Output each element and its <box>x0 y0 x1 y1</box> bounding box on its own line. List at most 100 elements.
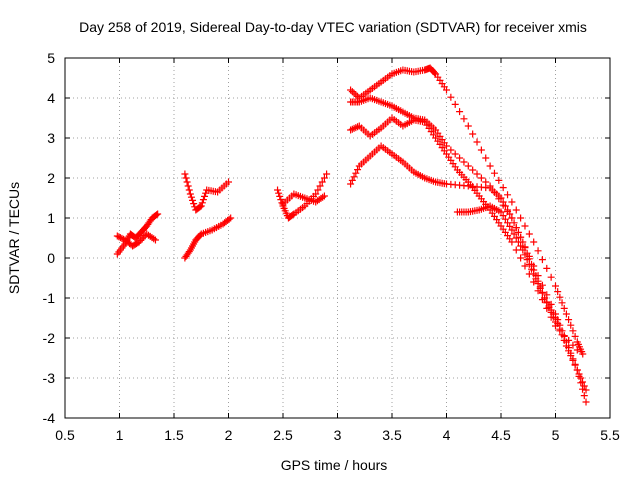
data-point <box>558 331 566 339</box>
data-point <box>320 192 328 200</box>
data-point <box>579 378 587 386</box>
data-point <box>154 210 162 218</box>
data-point <box>504 206 512 214</box>
data-point <box>521 262 529 270</box>
data-point <box>510 219 518 227</box>
data-point <box>431 69 439 77</box>
x-tick-label: 1.5 <box>164 427 184 443</box>
data-point <box>552 318 559 326</box>
data-point <box>510 230 518 238</box>
data-point <box>501 202 509 210</box>
data-point <box>499 184 507 192</box>
data-point <box>181 170 189 178</box>
x-tick-label: 3.5 <box>382 427 402 443</box>
data-point <box>198 199 206 207</box>
series-arc-2b <box>181 214 235 262</box>
data-point <box>318 178 326 186</box>
data-point <box>565 347 573 355</box>
data-point <box>573 366 581 374</box>
data-point <box>477 146 485 154</box>
data-point <box>532 275 540 283</box>
data-point <box>525 260 533 268</box>
data-point <box>225 178 232 186</box>
data-point <box>562 310 570 318</box>
data-point <box>514 238 522 246</box>
data-point <box>460 115 468 123</box>
data-point <box>547 308 555 316</box>
data-point <box>547 273 555 281</box>
data-point <box>348 176 356 184</box>
data-point <box>187 193 195 201</box>
data-point <box>447 146 455 154</box>
data-point <box>534 247 542 255</box>
data-point <box>473 170 481 178</box>
data-point <box>451 150 459 158</box>
data-point <box>525 230 533 238</box>
data-point <box>277 196 285 204</box>
data-point <box>565 316 573 324</box>
data-point <box>274 186 282 194</box>
data-point <box>199 196 207 204</box>
y-tick-label: -1 <box>43 290 56 306</box>
data-point <box>519 246 527 254</box>
data-point <box>469 130 477 138</box>
data-point <box>447 93 455 101</box>
data-point <box>538 289 546 297</box>
data-point <box>183 178 191 186</box>
data-point <box>523 256 531 264</box>
data-point <box>443 86 450 94</box>
data-point <box>567 352 575 360</box>
x-tick-label: 2 <box>225 427 233 443</box>
data-point <box>456 108 464 116</box>
x-axis-label: GPS time / hours <box>281 457 388 473</box>
data-point <box>185 248 193 256</box>
data-point <box>554 288 562 296</box>
data-point <box>350 173 358 181</box>
data-point <box>508 214 516 222</box>
data-point <box>543 299 551 307</box>
x-tick-label: 2.5 <box>273 427 293 443</box>
data-point <box>278 199 286 207</box>
data-point <box>182 174 190 182</box>
data-point <box>135 238 143 246</box>
data-point <box>225 215 233 223</box>
series-arc-3b <box>279 190 328 208</box>
y-tick-label: 5 <box>47 50 55 66</box>
data-point <box>443 142 450 150</box>
data-point <box>571 332 579 340</box>
data-point <box>490 169 498 177</box>
data-point <box>276 192 284 200</box>
data-point <box>153 211 161 219</box>
data-point <box>504 219 512 227</box>
data-point <box>495 176 503 184</box>
x-tick-label: 3 <box>334 427 342 443</box>
series-arc-1a <box>113 210 162 258</box>
data-point <box>536 284 544 292</box>
data-point <box>460 158 468 166</box>
data-point <box>197 202 205 210</box>
data-point <box>571 361 579 369</box>
y-tick-label: -4 <box>43 410 56 426</box>
x-tick-label: 4 <box>443 427 451 443</box>
y-tick-label: -3 <box>43 370 56 386</box>
data-point <box>185 186 193 194</box>
chart-title: Day 258 of 2019, Sidereal Day-to-day VTE… <box>79 19 587 35</box>
data-point <box>469 166 477 174</box>
data-point <box>521 251 529 259</box>
data-point <box>504 191 512 199</box>
x-tick-label: 1 <box>116 427 124 443</box>
data-point <box>582 398 590 406</box>
data-point <box>497 194 505 202</box>
data-point <box>508 226 516 234</box>
data-point <box>499 212 507 220</box>
data-point <box>556 293 564 301</box>
data-point <box>482 154 490 162</box>
data-point <box>517 214 525 222</box>
data-point <box>316 182 324 190</box>
data-point <box>534 280 542 288</box>
data-points <box>113 64 590 406</box>
data-point <box>275 189 283 197</box>
data-point <box>320 174 328 182</box>
data-point <box>227 214 235 222</box>
data-point <box>580 382 588 390</box>
